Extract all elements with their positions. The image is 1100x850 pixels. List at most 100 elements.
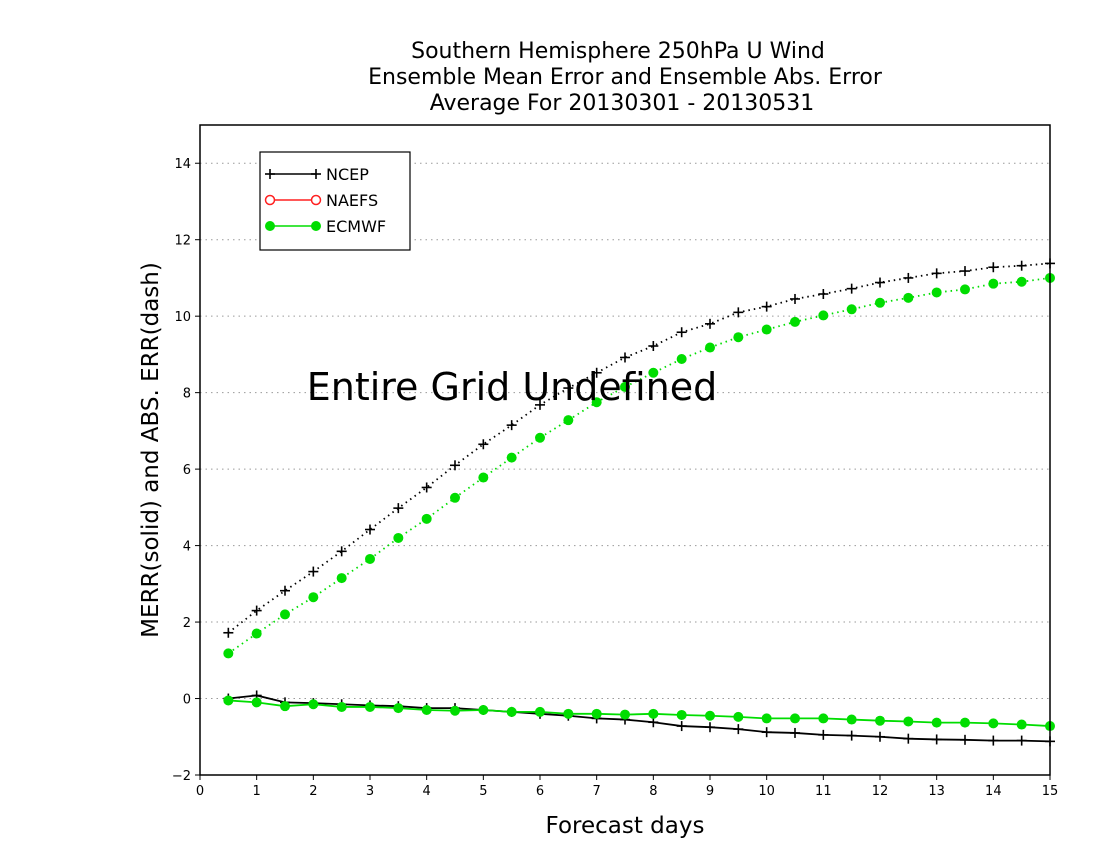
ncep-abs-err-point <box>563 383 574 394</box>
ecmwf-abs-err-point <box>818 310 829 321</box>
ncep-merr-point <box>733 724 744 735</box>
ecmwf-merr-point <box>960 717 970 728</box>
chart-title-line-1: Southern Hemisphere 250hPa U Wind <box>411 39 825 64</box>
ecmwf-merr-point <box>393 703 404 714</box>
ecmwf-abs-err-point <box>1016 276 1027 287</box>
legend-marker-naefs-a <box>264 194 276 206</box>
ncep-merr-point <box>648 717 659 728</box>
legend-label-naefs: NAEFS <box>326 191 378 210</box>
ecmwf-abs-err-point <box>676 354 687 364</box>
ecmwf-merr-point <box>705 710 715 721</box>
ncep-merr-point <box>903 733 914 744</box>
x-tick-label: 4 <box>423 784 431 799</box>
ncep-abs-err-point <box>280 585 290 596</box>
legend-marker-ncep-b <box>311 169 321 179</box>
ecmwf-abs-err-point <box>450 492 460 503</box>
x-tick-label: 0 <box>196 784 204 799</box>
ecmwf-abs-err-point <box>875 297 885 308</box>
x-tick-label: 11 <box>815 784 832 799</box>
ecmwf-abs-err-point <box>931 287 942 298</box>
legend-marker-ncep-a <box>265 169 275 179</box>
ecmwf-merr-point <box>223 695 234 706</box>
x-tick-label: 6 <box>536 784 544 799</box>
ncep-abs-err-point <box>875 277 885 288</box>
ecmwf-merr-point <box>648 708 659 719</box>
ecmwf-merr-point <box>506 706 517 717</box>
x-tick-label: 3 <box>366 784 374 799</box>
ncep-merr-point <box>705 722 715 733</box>
x-tick-label: 15 <box>1042 784 1059 799</box>
ncep-abs-err-point <box>960 266 970 277</box>
ecmwf-abs-err-point <box>251 628 262 639</box>
ecmwf-abs-err-point <box>506 452 517 463</box>
x-tick-label: 13 <box>928 784 945 799</box>
ncep-merr-point <box>931 734 942 745</box>
ecmwf-abs-err-point <box>903 292 914 303</box>
ecmwf-abs-err-point <box>563 415 574 426</box>
ncep-abs-err-point <box>648 341 659 351</box>
ncep-abs-err-point <box>223 627 234 638</box>
ecmwf-abs-err-point <box>393 532 404 543</box>
chart-title-line-3: Average For 20130301 - 20130531 <box>430 91 815 116</box>
ncep-abs-err-point <box>620 352 630 363</box>
ecmwf-merr-point <box>790 713 800 724</box>
y-tick-label: 6 <box>183 463 191 478</box>
ecmwf-merr-point <box>931 717 942 728</box>
ecmwf-merr-point <box>365 701 375 712</box>
ncep-abs-err-point <box>705 318 715 329</box>
ecmwf-merr-point <box>676 709 687 720</box>
legend: NCEP NAEFS ECMWF <box>259 151 411 251</box>
ecmwf-merr-point <box>336 701 347 712</box>
y-tick-label: 4 <box>183 540 191 555</box>
ncep-abs-err-point <box>903 272 914 283</box>
ecmwf-merr-point <box>421 705 432 715</box>
x-tick-label: 14 <box>985 784 1002 799</box>
ecmwf-abs-err-point <box>365 553 375 564</box>
ncep-merr-point <box>676 721 687 732</box>
y-axis-label: MERR(solid) and ABS. ERR(dash) <box>138 262 164 638</box>
ncep-abs-err-point <box>790 293 800 304</box>
ncep-abs-err-point <box>591 367 602 378</box>
series-ecmwf <box>223 272 1055 732</box>
ncep-abs-err-point <box>761 301 772 312</box>
ecmwf-abs-err-point <box>705 342 715 353</box>
ecmwf-merr-point <box>450 705 460 716</box>
ecmwf-merr-point <box>846 714 857 725</box>
undefined-grid-annotation: Entire Grid Undefined <box>307 365 718 409</box>
legend-label-ecmwf: ECMWF <box>326 217 386 236</box>
gridlines <box>200 162 1050 700</box>
ecmwf-abs-err-point <box>280 609 290 620</box>
ncep-abs-err-point <box>506 420 517 431</box>
ecmwf-abs-err-point <box>988 278 999 289</box>
ncep-abs-err-point <box>251 605 262 616</box>
ncep-abs-err-point <box>931 268 942 279</box>
y-tick-label: 0 <box>183 693 191 708</box>
ecmwf-merr-point <box>875 715 885 726</box>
ncep-abs-err-point <box>365 524 375 535</box>
chart-title-line-2: Ensemble Mean Error and Ensemble Abs. Er… <box>368 65 883 90</box>
ncep-abs-err-point <box>733 307 744 318</box>
ncep-merr-point <box>1016 735 1027 746</box>
ncep-merr-point <box>988 735 999 746</box>
ecmwf-merr-point <box>903 716 914 727</box>
ecmwf-abs-err-point <box>535 432 545 443</box>
ecmwf-abs-err-point <box>308 592 319 603</box>
ncep-abs-err-point <box>393 503 404 514</box>
ncep-merr-point <box>818 729 829 740</box>
y-tick-label: −2 <box>172 769 191 784</box>
ncep-abs-err-point <box>1016 260 1027 271</box>
ncep-abs-err-point <box>818 289 829 299</box>
ecmwf-abs-err-point <box>733 332 744 343</box>
ncep-abs-err-point <box>535 399 545 410</box>
ncep-merr-point <box>790 727 800 738</box>
ecmwf-abs-err-point <box>648 367 659 378</box>
x-axis-label: Forecast days <box>546 813 705 839</box>
legend-box <box>259 151 411 251</box>
ecmwf-merr-point <box>280 701 290 712</box>
ecmwf-merr-point <box>563 708 574 719</box>
ecmwf-merr-point <box>591 708 602 719</box>
ncep-abs-err-point <box>846 283 857 294</box>
ecmwf-abs-err-point <box>960 284 970 295</box>
